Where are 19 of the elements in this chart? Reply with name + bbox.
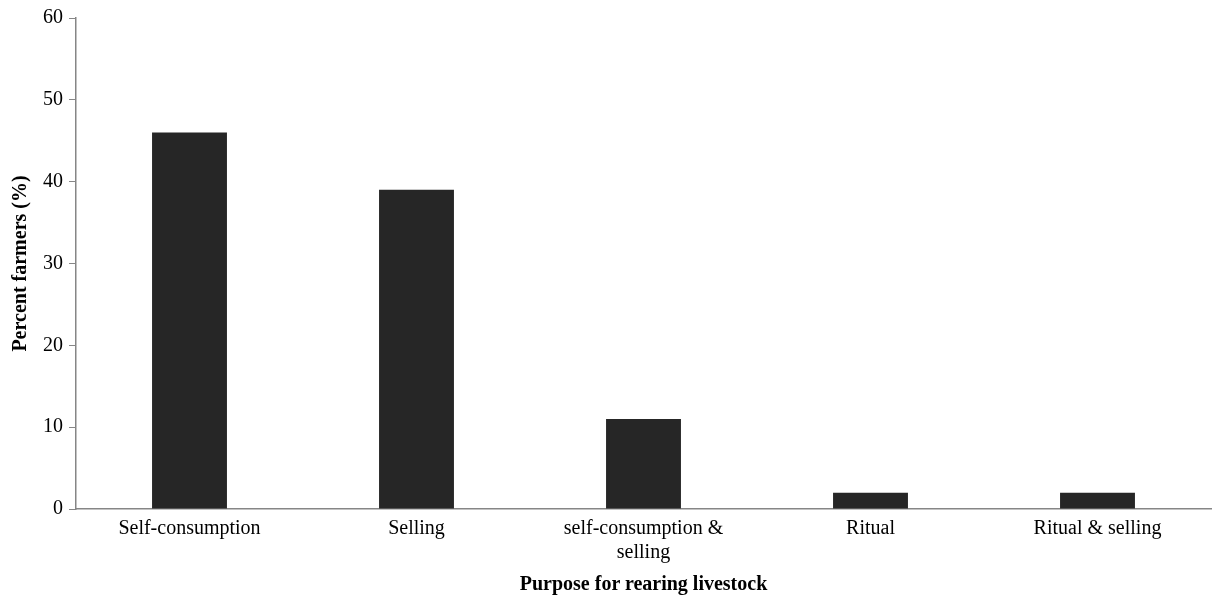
bar bbox=[1060, 492, 1135, 509]
bar bbox=[152, 132, 227, 509]
y-tick-label: 50 bbox=[43, 87, 63, 110]
x-tick-label: Ritual bbox=[846, 516, 896, 539]
x-tick-label: Ritual & selling bbox=[1033, 516, 1162, 540]
y-tick-label: 10 bbox=[43, 414, 63, 437]
x-tick-label: self-consumption & selling bbox=[563, 516, 724, 564]
y-tick-label: 0 bbox=[53, 496, 63, 519]
y-tick-label: 60 bbox=[43, 5, 63, 28]
bar bbox=[833, 492, 908, 509]
y-tick-label: 20 bbox=[43, 332, 63, 355]
y-tick-label: 40 bbox=[43, 168, 63, 191]
y-axis-title: Percent farmers (%) bbox=[8, 175, 32, 352]
x-tick-label: Selling bbox=[388, 516, 445, 540]
bar bbox=[379, 189, 454, 509]
x-tick-label: Self-consumption bbox=[118, 516, 261, 540]
bar bbox=[606, 418, 681, 509]
x-axis-title: Purpose for rearing livestock bbox=[519, 572, 769, 596]
y-tick-label: 30 bbox=[43, 250, 63, 273]
